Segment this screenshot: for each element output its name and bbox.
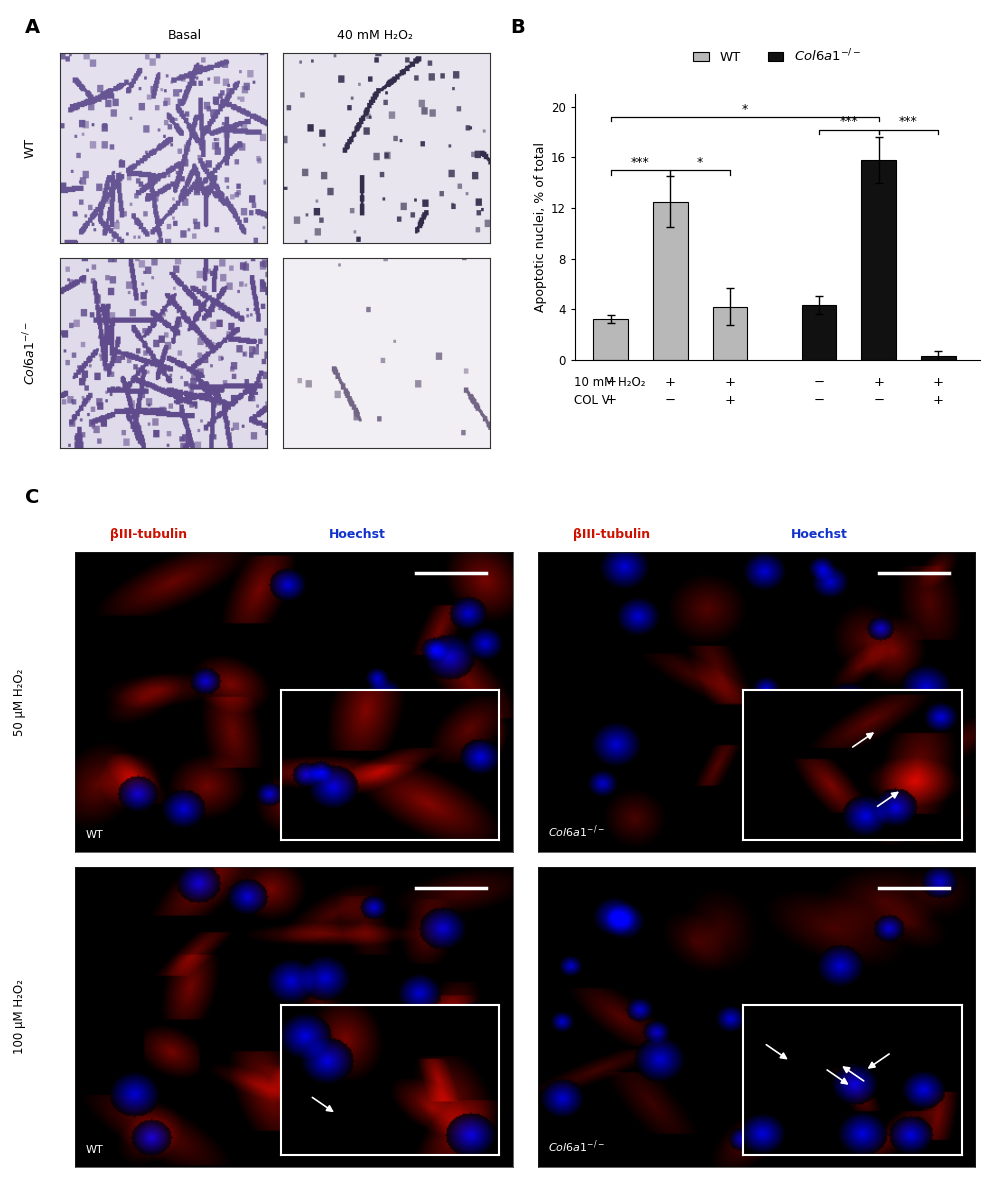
- Text: +: +: [724, 394, 735, 407]
- Text: +: +: [933, 376, 944, 389]
- Text: +: +: [933, 394, 944, 407]
- Text: WT: WT: [24, 138, 36, 158]
- Text: B: B: [510, 18, 525, 37]
- Text: WT: WT: [86, 1145, 104, 1155]
- Text: *: *: [742, 103, 748, 116]
- Text: ***: ***: [899, 116, 918, 129]
- Text: WT: WT: [86, 830, 104, 841]
- Text: −: −: [605, 394, 616, 407]
- Text: COL VI: COL VI: [574, 394, 613, 407]
- Text: $\it{Col6a1}$$^{-/-}$: $\it{Col6a1}$$^{-/-}$: [22, 321, 38, 384]
- Text: Hoechst: Hoechst: [791, 528, 848, 541]
- Text: A: A: [25, 18, 40, 37]
- Bar: [713, 307, 747, 360]
- Text: 40 mM H₂O₂: 40 mM H₂O₂: [337, 29, 413, 42]
- Legend: WT, $\it{Col6a1}$$^{-/-}$: WT, $\it{Col6a1}$$^{-/-}$: [688, 42, 867, 70]
- Bar: [861, 160, 896, 360]
- Text: +: +: [665, 376, 676, 389]
- Text: $\it{Col6a1}$$^{-/-}$: $\it{Col6a1}$$^{-/-}$: [548, 824, 605, 841]
- Text: ***: ***: [840, 116, 858, 129]
- Text: 50 μM H₂O₂: 50 μM H₂O₂: [13, 668, 26, 736]
- Text: −: −: [873, 394, 884, 407]
- Text: 100 μM H₂O₂: 100 μM H₂O₂: [13, 980, 27, 1054]
- Text: Basal: Basal: [168, 29, 202, 42]
- Text: +: +: [873, 376, 884, 389]
- Text: +: +: [724, 376, 735, 389]
- Text: 10 mM H₂O₂: 10 mM H₂O₂: [574, 376, 645, 389]
- Bar: [802, 305, 836, 360]
- Text: −: −: [814, 376, 825, 389]
- Bar: [921, 356, 956, 360]
- Text: −: −: [814, 394, 825, 407]
- Bar: [653, 202, 688, 360]
- Text: ***: ***: [631, 156, 650, 169]
- Text: Hoechst: Hoechst: [329, 528, 386, 541]
- Text: −: −: [665, 394, 676, 407]
- Text: $\it{Col6a1}$$^{-/-}$: $\it{Col6a1}$$^{-/-}$: [548, 1139, 605, 1155]
- Text: βIII-tubulin: βIII-tubulin: [572, 528, 650, 541]
- Text: βIII-tubulin: βIII-tubulin: [110, 528, 187, 541]
- Text: −: −: [605, 376, 616, 389]
- Text: *: *: [697, 156, 703, 169]
- Text: C: C: [25, 488, 39, 507]
- Y-axis label: Apoptotic nuclei, % of total: Apoptotic nuclei, % of total: [534, 141, 547, 312]
- Bar: [593, 320, 628, 360]
